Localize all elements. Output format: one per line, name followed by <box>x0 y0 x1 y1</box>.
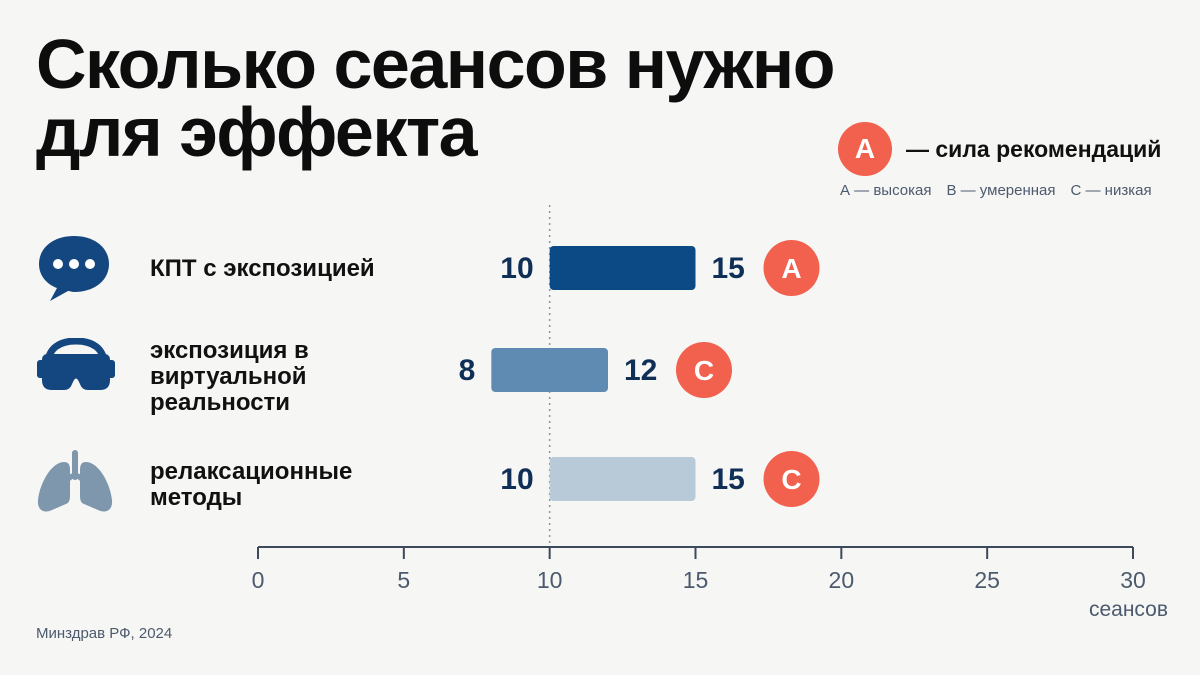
grade-badge <box>676 342 732 398</box>
chat-bubble-icon <box>39 236 109 301</box>
grade-level-c: С — низкая <box>1070 182 1152 199</box>
grade-level-a: А — высокая <box>840 182 932 199</box>
grade-badge-label: A <box>781 253 801 284</box>
x-tick-label: 20 <box>829 567 855 593</box>
x-axis-label: сеансов <box>1089 598 1168 621</box>
range-end-label: 15 <box>712 463 745 496</box>
grade-badge-label: C <box>781 464 801 495</box>
vr-headset-icon <box>37 338 115 390</box>
row-label-cbt: КПТ с экспозицией <box>150 255 375 282</box>
grade-badge <box>763 451 820 507</box>
x-tick-label: 10 <box>537 567 563 593</box>
grade-legend: A — сила рекомендаций <box>838 122 1161 176</box>
lungs-icon <box>37 450 113 512</box>
range-start-label: 8 <box>459 354 476 387</box>
legend-badge: A <box>838 122 892 176</box>
range-bar <box>549 457 696 501</box>
range-bar <box>549 246 696 290</box>
grade-badge <box>763 240 820 296</box>
x-tick-label: 5 <box>397 567 410 593</box>
grade-level-b: В — умеренная <box>946 182 1056 199</box>
title-line-1: Сколько сеансов нужно <box>36 25 835 103</box>
title-line-2: для эффекта <box>36 93 478 171</box>
x-tick-label: 15 <box>683 567 709 593</box>
range-end-label: 12 <box>624 354 657 387</box>
x-tick-label: 0 <box>252 567 265 593</box>
range-bar <box>491 348 608 392</box>
x-tick-label: 30 <box>1120 567 1146 593</box>
legend-text: — сила рекомендаций <box>906 135 1162 162</box>
row-label-vr: экспозиция в виртуальной реальности <box>150 337 309 416</box>
range-start-label: 10 <box>500 463 533 496</box>
grade-levels: А — высокая В — умеренная С — низкая <box>840 182 1152 199</box>
range-end-label: 15 <box>712 252 745 285</box>
source-note: Минздрав РФ, 2024 <box>36 625 173 642</box>
grade-badge-label: C <box>694 355 714 386</box>
x-tick-label: 25 <box>974 567 1000 593</box>
range-start-label: 10 <box>500 252 533 285</box>
row-label-relax: релаксационные методы <box>150 458 353 511</box>
page-title: Сколько сеансов нужно для эффекта <box>36 25 936 171</box>
